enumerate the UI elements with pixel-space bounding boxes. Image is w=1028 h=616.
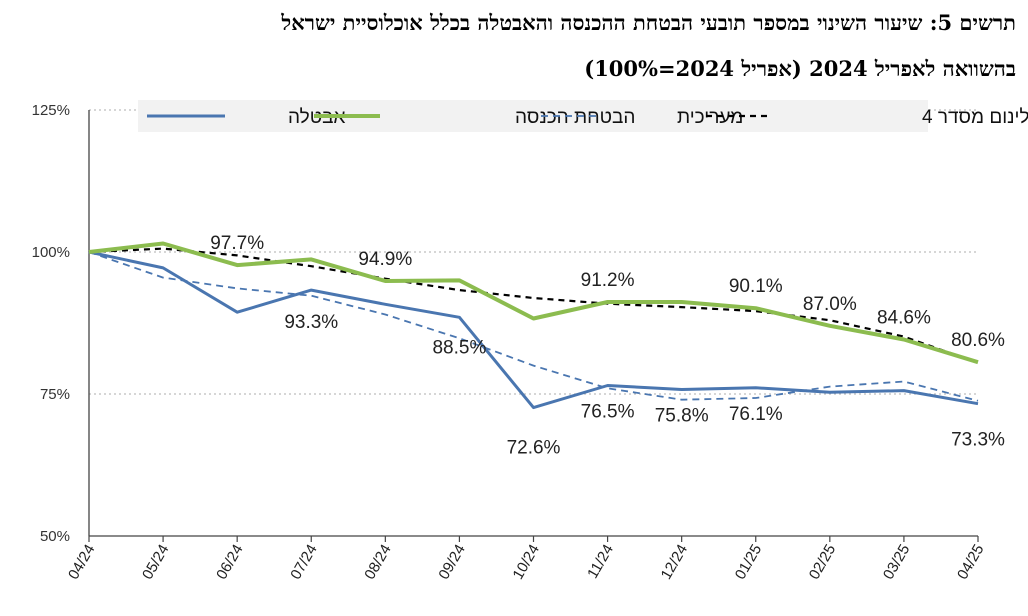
x-tick-label: 09/24 <box>435 542 468 583</box>
data-label: 87.0% <box>803 294 857 315</box>
data-label: 72.6% <box>507 438 561 459</box>
data-label: 94.9% <box>358 249 412 270</box>
series-line <box>88 251 979 402</box>
chart-title-line-1: תרשים 5: שיעור השינוי במספר תובעי הבטחת … <box>281 10 1016 35</box>
series-line <box>88 247 979 364</box>
y-tick-label: 100% <box>32 244 70 261</box>
x-tick-label: 07/24 <box>287 542 320 583</box>
data-label: 73.3% <box>951 430 1005 451</box>
line-chart: 50% 75% 100% 125% 04/24 05/24 06/24 07/24 08/24 0… <box>32 100 1028 583</box>
legend-label: הבטחת הכנסה <box>515 107 635 128</box>
data-label: 97.7% <box>210 233 264 254</box>
data-label: 93.3% <box>284 312 338 333</box>
data-label: 76.1% <box>729 404 783 425</box>
series-line <box>88 241 979 365</box>
x-tick-label: 01/25 <box>732 542 765 583</box>
data-label: 84.6% <box>877 307 931 328</box>
data-label: 88.5% <box>432 337 486 358</box>
x-tick-label: 06/24 <box>213 542 246 583</box>
data-label: 90.1% <box>729 276 783 297</box>
y-tick-label: 75% <box>40 386 70 403</box>
x-tick-label: 04/24 <box>65 542 98 583</box>
x-tick-label: 08/24 <box>361 542 394 583</box>
legend-label: מעריכית <box>677 107 743 128</box>
x-tick-label: 11/24 <box>584 542 617 582</box>
x-tick-label: 05/24 <box>139 542 172 583</box>
chart-title-line-2: בהשוואה לאפריל 2024 (אפריל 2024=100%) <box>584 56 1016 81</box>
x-tick-label: 03/25 <box>880 542 913 583</box>
data-label: 75.8% <box>655 405 709 426</box>
y-tick-label: 125% <box>32 102 70 119</box>
data-label: 91.2% <box>581 270 635 291</box>
y-tick-label: 50% <box>40 528 70 545</box>
x-tick-label: 02/25 <box>806 542 839 583</box>
data-label: 80.6% <box>951 330 1005 351</box>
data-label: 76.5% <box>581 401 635 422</box>
series-line <box>88 250 979 410</box>
legend-label: פולינום מסדר 4 <box>922 107 1028 128</box>
legend-box <box>138 100 928 132</box>
x-tick-label: 12/24 <box>658 542 691 583</box>
x-tick-label: 10/24 <box>509 542 542 583</box>
x-tick-label: 04/25 <box>954 542 987 583</box>
